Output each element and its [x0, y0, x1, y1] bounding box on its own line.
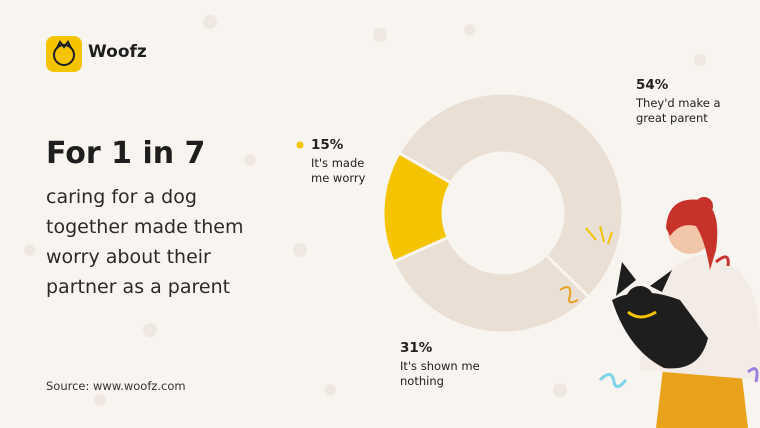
subheadline: caring for a dog together made them worr… [46, 186, 244, 298]
headline: For 1 in 7 [46, 136, 206, 171]
donut-slice [381, 150, 454, 264]
value-label: 15% [311, 137, 344, 153]
slice-label: 31% It's shown me nothing [400, 341, 480, 389]
category-label: It's made me worry [311, 156, 366, 185]
slice-label: 15% It's made me worry [311, 138, 381, 186]
brand-name: Woofz [88, 42, 147, 62]
logo [46, 36, 82, 72]
value-label: 54% [636, 77, 669, 93]
value-label: 31% [400, 340, 433, 356]
donut-slice [391, 235, 591, 335]
donut [381, 91, 625, 335]
decor-paws [24, 15, 706, 406]
category-label: It's shown me nothing [400, 359, 480, 388]
slice-label: 54% They'd make a great parent [636, 78, 736, 126]
source: Source: www.woofz.com [46, 379, 186, 393]
illustration [296, 141, 760, 428]
category-label: They'd make a great parent [636, 96, 721, 125]
donut-slice [397, 91, 625, 300]
